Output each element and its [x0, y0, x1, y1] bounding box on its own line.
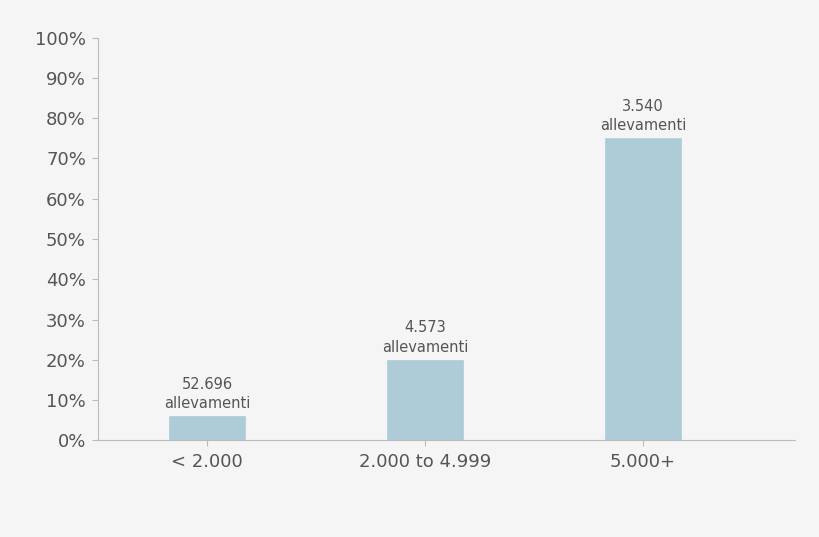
- Bar: [169, 416, 245, 440]
- Bar: [387, 360, 463, 440]
- Text: 3.540
allevamenti: 3.540 allevamenti: [599, 99, 686, 133]
- Bar: [604, 138, 681, 440]
- Text: 52.696
allevamenti: 52.696 allevamenti: [164, 376, 250, 411]
- Text: 4.573
allevamenti: 4.573 allevamenti: [382, 320, 468, 355]
